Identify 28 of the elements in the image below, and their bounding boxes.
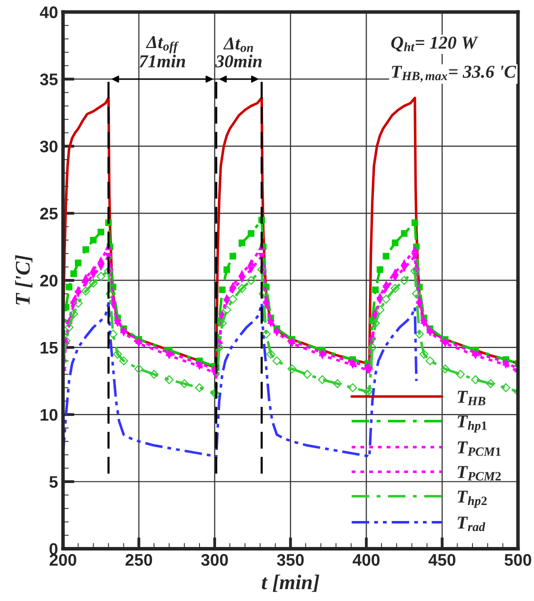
legend-label: T$_{PCM1}$ [458,441,501,456]
x-tick-label: 250 [126,554,152,566]
legend-label: T$_{hp1}$ [458,415,487,432]
legend-label: T$_{rad}$ [458,516,486,532]
y-tick-label: 10 [40,408,58,421]
x-tick-label: 400 [352,554,380,566]
annotation: Q$_{ht}$= 120 W [391,36,478,52]
x-axis-title: t [min] [262,574,320,592]
x-tick-label: 350 [276,554,304,566]
y-tick-label: 20 [40,274,58,287]
y-tick-label: 0 [50,543,58,555]
y-tick-label: 25 [40,208,58,220]
y-tick-label: 30 [40,140,58,152]
annotation: Δt$_{on}$ 30min [215,37,262,68]
y-tick-label: 35 [40,74,58,86]
legend-label: T$_{PCM2}$ [458,466,501,481]
y-tick-label: 15 [40,342,58,354]
y-axis-title: T ['C] [15,255,32,305]
x-tick-label: 450 [428,554,456,566]
annotation: Δt$_{off}$ 71min [140,36,186,68]
annotation: T$_{HB,max}$= 33.6 'C [392,66,516,82]
legend-label: T$_{hp2}$ [458,490,487,508]
y-tick-label: 40 [40,6,58,18]
x-tick-label: 500 [504,554,532,566]
x-tick-label: 300 [201,554,228,566]
x-tick-label: 200 [50,554,76,566]
legend-label: T$_{HB}$ [458,390,486,406]
y-tick-label: 5 [49,476,58,488]
